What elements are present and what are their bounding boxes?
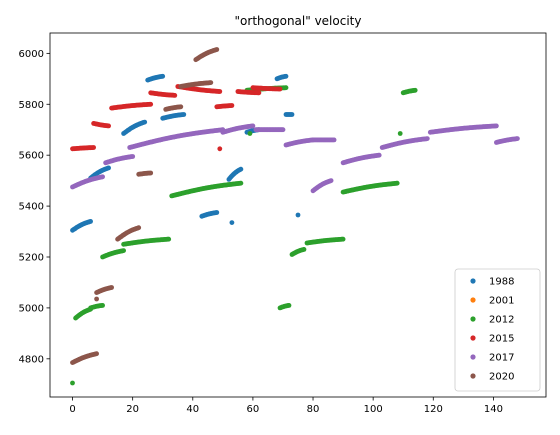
data-point (229, 103, 235, 108)
data-point (229, 220, 235, 226)
series-layer (70, 47, 520, 386)
data-point (166, 236, 172, 242)
plot-area: 0 20 40 60 80 100 120 140 4800 5000 5200 5400 5600 5… (19, 32, 547, 415)
data-point (130, 154, 136, 159)
data-point (515, 136, 520, 142)
data-point (277, 86, 283, 92)
y-tick-label: 5000 (19, 303, 44, 314)
data-point (283, 73, 289, 79)
data-point (94, 296, 99, 302)
data-point (289, 112, 295, 117)
y-tick-label: 4800 (19, 354, 44, 365)
series-1988 (70, 73, 301, 233)
data-point (301, 247, 307, 252)
chart-title: "orthogonal" velocity (235, 14, 362, 28)
data-point (142, 119, 148, 125)
data-point (160, 73, 166, 79)
data-point (394, 180, 400, 186)
data-point (181, 112, 187, 117)
data-point (106, 123, 111, 129)
data-point (376, 152, 382, 158)
data-point (214, 210, 220, 215)
data-point (217, 146, 223, 152)
data-point (214, 47, 220, 52)
data-point (331, 137, 337, 143)
data-point (136, 225, 142, 231)
x-tick-label: 20 (126, 404, 139, 415)
x-axis: 0 20 40 60 80 100 120 140 (69, 397, 503, 415)
data-point (208, 80, 214, 85)
legend-marker (470, 373, 476, 379)
data-point (94, 351, 99, 357)
data-point (178, 104, 184, 110)
x-tick-label: 60 (247, 404, 260, 415)
legend-label: 2001 (489, 296, 514, 307)
data-point (238, 166, 244, 172)
data-point (217, 89, 223, 94)
x-tick-label: 100 (364, 404, 383, 415)
data-point (256, 90, 262, 96)
data-point (247, 131, 253, 136)
data-point (494, 123, 499, 129)
data-point (70, 380, 75, 386)
data-point (424, 136, 430, 142)
legend-marker (470, 354, 476, 360)
series-2012 (70, 85, 418, 386)
x-tick-label: 0 (69, 404, 75, 415)
data-point (412, 87, 418, 93)
legend-label: 1988 (489, 277, 514, 288)
data-point (100, 174, 105, 180)
data-point (121, 248, 126, 254)
series-2020 (70, 47, 220, 365)
data-point (286, 303, 292, 308)
x-tick-label: 40 (186, 404, 199, 415)
legend-marker (470, 335, 476, 341)
x-tick-label: 120 (424, 404, 443, 415)
data-point (328, 178, 334, 184)
data-point (148, 101, 154, 107)
data-point (106, 165, 111, 171)
data-point (397, 131, 403, 136)
data-point (91, 145, 96, 150)
data-point (88, 219, 93, 224)
axes-frame (49, 32, 547, 398)
y-tick-label: 5400 (19, 202, 44, 213)
data-point (295, 212, 301, 218)
y-axis: 4800 5000 5200 5400 5600 5800 6000 (19, 49, 50, 365)
x-tick-label: 140 (484, 404, 503, 415)
legend-box (454, 268, 541, 392)
data-point (283, 85, 289, 91)
data-point (238, 180, 244, 186)
legend-label: 2015 (489, 334, 514, 345)
legend-label: 2012 (489, 315, 514, 326)
data-point (340, 236, 346, 242)
y-tick-label: 5200 (19, 253, 44, 264)
legend-marker (470, 278, 476, 284)
legend-label: 2017 (489, 353, 514, 364)
legend-marker (470, 297, 476, 303)
y-tick-label: 5600 (19, 151, 44, 162)
data-point (109, 285, 114, 290)
y-tick-label: 6000 (19, 49, 44, 60)
series-2017 (70, 123, 520, 194)
legend-label: 2020 (489, 372, 514, 383)
legend: 1988 2001 2012 2015 2017 2020 (454, 268, 541, 392)
data-point (148, 170, 154, 176)
data-point (250, 123, 256, 129)
data-point (100, 303, 105, 308)
data-point (280, 127, 286, 133)
legend-marker (470, 316, 476, 322)
x-tick-label: 80 (307, 404, 320, 415)
data-point (172, 93, 178, 98)
series-2015 (70, 84, 283, 152)
y-tick-label: 5800 (19, 100, 44, 111)
